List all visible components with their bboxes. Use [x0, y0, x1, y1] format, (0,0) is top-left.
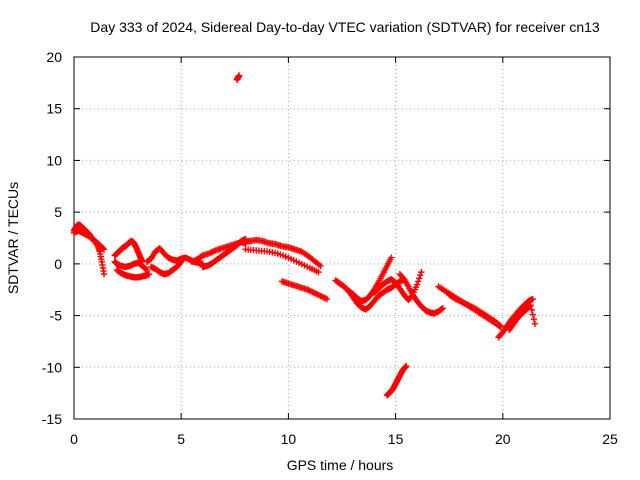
- data-point: [530, 315, 538, 323]
- data-point: [526, 303, 533, 310]
- x-tick-label: 20: [495, 431, 511, 447]
- data-point: [317, 262, 324, 270]
- data-point: [99, 245, 107, 252]
- y-tick-label: 0: [54, 256, 62, 272]
- data-point: [235, 72, 243, 79]
- data-point: [527, 302, 534, 309]
- data-point: [528, 306, 535, 314]
- x-tick-label: 25: [602, 431, 618, 447]
- data-point: [417, 272, 424, 279]
- data-point: [388, 254, 395, 261]
- series-seg-i: [199, 235, 249, 271]
- x-tick-label: 15: [388, 431, 404, 447]
- data-point: [529, 295, 537, 303]
- y-tick-label: 15: [46, 101, 62, 117]
- series-seg-q: [396, 271, 446, 317]
- data-point: [178, 258, 185, 265]
- data-point: [418, 268, 425, 276]
- series-seg-s: [446, 291, 504, 330]
- series-seg-m: [233, 72, 243, 83]
- y-tick-label: -5: [50, 308, 63, 324]
- x-axis-label: GPS time / hours: [287, 457, 394, 473]
- data-point: [413, 281, 421, 288]
- plot-frame: [73, 56, 611, 420]
- data-point: [176, 259, 184, 267]
- x-tick-label: 5: [177, 431, 185, 447]
- series-seg-e: [113, 266, 153, 281]
- data-points: [70, 72, 539, 399]
- y-tick-label: -10: [42, 359, 62, 375]
- data-point: [315, 268, 322, 276]
- data-point: [497, 322, 504, 330]
- data-point: [414, 278, 422, 285]
- series-seg-k: [242, 246, 322, 276]
- series-seg-u: [506, 302, 539, 334]
- data-point: [145, 271, 153, 278]
- y-tick-labels: -15 -10 -5 0 5 10 15 20: [42, 49, 62, 427]
- series-seg-g: [147, 258, 185, 278]
- y-tick-label: 10: [46, 152, 62, 168]
- data-point: [529, 311, 537, 318]
- data-point: [100, 271, 108, 278]
- data-point: [438, 305, 445, 313]
- data-point: [323, 295, 331, 303]
- series-seg-t: [495, 295, 537, 341]
- data-point: [415, 275, 423, 282]
- series-seg-v: [383, 363, 410, 399]
- y-tick-label: -15: [42, 411, 62, 427]
- data-point: [403, 363, 410, 370]
- x-tick-labels: 0 5 10 15 20 25: [70, 431, 618, 447]
- y-tick-label: 20: [46, 49, 62, 65]
- axis-ticks: [73, 56, 611, 420]
- data-point: [100, 246, 108, 253]
- data-point: [142, 265, 150, 273]
- series-seg-d: [111, 258, 151, 274]
- y-axis-label: SDTVAR / TECUs: [5, 182, 21, 294]
- grid: [74, 57, 610, 419]
- series-seg-l: [278, 278, 331, 303]
- series-seg-b: [70, 227, 108, 253]
- series-seg-j: [240, 236, 324, 270]
- x-tick-label: 10: [281, 431, 297, 447]
- x-tick-label: 0: [70, 431, 78, 447]
- y-tick-label: 5: [54, 204, 62, 220]
- chart-title: Day 333 of 2024, Sidereal Day-to-day VTE…: [90, 19, 600, 35]
- data-point: [531, 320, 539, 328]
- data-point: [439, 305, 446, 312]
